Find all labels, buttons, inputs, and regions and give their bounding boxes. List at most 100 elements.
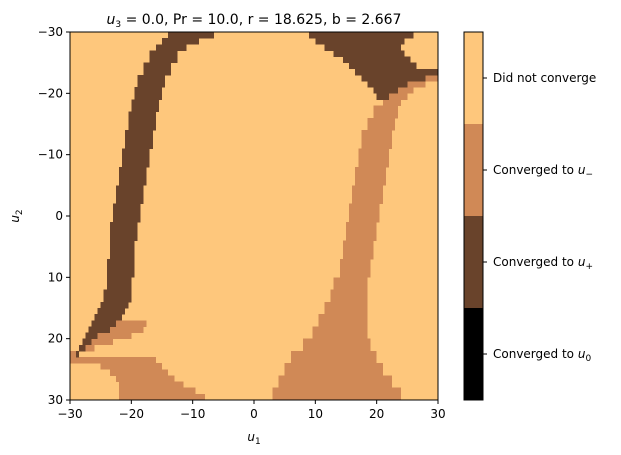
region-u-plus-band — [131, 99, 159, 113]
chart-title-rest: = 0.0, Pr = 10.0, r = 18.625, b = 2.667 — [121, 12, 401, 28]
colorbar-label-converged-u-minus: Converged to u− — [493, 163, 593, 180]
region-u-plus-band — [361, 74, 426, 82]
region-u-plus-band — [349, 62, 417, 70]
x-tick-label: 20 — [369, 407, 384, 421]
region-u-minus-band — [70, 350, 77, 358]
region-u-plus-band — [355, 68, 438, 76]
y-tick-label: 20 — [48, 332, 63, 346]
region-u-plus-band — [342, 56, 411, 64]
region-u-plus-band — [109, 222, 138, 241]
region-u-minus-band — [355, 166, 386, 186]
region-u-plus-band — [309, 32, 414, 39]
region-u-plus-band — [373, 87, 399, 94]
chart-title-lead-sub: 3 — [115, 20, 121, 30]
y-tick-label: −20 — [38, 86, 63, 100]
region-u-minus-band — [349, 203, 380, 223]
colorbar-swatch-converged-u-plus — [464, 216, 483, 309]
region-u-plus-band — [116, 185, 144, 205]
x-axis-label-base: u — [247, 430, 255, 444]
region-u-minus-band — [318, 314, 368, 327]
region-u-plus-band — [162, 38, 199, 45]
region-u-plus-band — [128, 111, 156, 131]
x-tick-label: 0 — [250, 407, 258, 421]
region-u-plus-band — [137, 74, 166, 88]
y-tick-label: 10 — [48, 270, 63, 284]
region-u-plus-band — [315, 38, 405, 45]
region-u-minus-band — [339, 258, 371, 278]
region-u-minus-band — [333, 277, 368, 290]
region-u-minus-band — [116, 320, 147, 327]
region-u-minus-band — [407, 81, 426, 88]
region-u-plus-band — [376, 93, 389, 100]
region-u-minus-band — [352, 185, 383, 205]
colorbar-label-did-not-converge: Did not converge — [493, 71, 596, 85]
chart-title: u3 = 0.0, Pr = 10.0, r = 18.625, b = 2.6… — [107, 12, 402, 30]
colorbar-label-converged-u-plus: Converged to u+ — [493, 255, 593, 272]
y-tick-label: 0 — [55, 209, 63, 223]
region-u-plus-band — [149, 50, 178, 64]
region-u-minus-band — [91, 338, 113, 346]
region-u-plus-band — [155, 44, 187, 51]
chart-title-lead: u — [107, 12, 116, 28]
region-u-plus-band — [91, 320, 116, 327]
x-axis-label: u1 — [247, 430, 260, 447]
x-tick-label: −20 — [119, 407, 144, 421]
region-u-plus-band — [79, 344, 86, 352]
y-axis-label-sub: 2 — [15, 209, 25, 215]
region-u-plus-band — [143, 62, 172, 76]
region-u-minus-band — [119, 393, 205, 401]
region-u-minus-band — [109, 369, 169, 376]
region-u-plus-band — [324, 44, 402, 51]
region-u-minus-band — [272, 387, 402, 401]
region-u-minus-band — [97, 332, 132, 340]
region-u-plus-band — [109, 240, 135, 260]
region-u-minus-band — [290, 350, 377, 364]
y-axis-label: u2 — [8, 209, 25, 222]
region-u-plus-band — [168, 32, 215, 39]
region-u-minus-band — [346, 222, 377, 241]
region-u-plus-band — [367, 81, 408, 88]
region-u-minus-band — [119, 387, 196, 395]
region-u-plus-band — [106, 258, 135, 278]
colorbar-frame — [463, 31, 484, 401]
region-u-plus-band — [97, 308, 126, 315]
colorbar-swatch-converged-u-minus — [464, 124, 483, 217]
region-u-plus-band — [76, 350, 80, 358]
region-u-plus-band — [106, 277, 132, 290]
region-u-minus-band — [342, 240, 374, 260]
region-u-minus-band — [116, 375, 175, 382]
region-u-minus-band — [388, 93, 408, 100]
x-tick-label: −10 — [180, 407, 205, 421]
region-u-plus-band — [103, 289, 132, 303]
heatmap-plot-area — [70, 32, 438, 401]
region-u-minus-band — [373, 105, 399, 119]
region-u-plus-band — [112, 203, 141, 223]
x-axis: −30 −20 −10 0 10 20 30 — [57, 400, 446, 421]
region-u-minus-band — [284, 363, 383, 376]
x-tick-label: 10 — [308, 407, 323, 421]
region-u-plus-band — [82, 338, 92, 346]
x-tick-label: −30 — [57, 407, 82, 421]
y-axis: −30 −20 −10 0 10 20 30 — [38, 25, 70, 407]
region-u-plus-band — [119, 166, 147, 186]
region-u-plus-band — [134, 87, 162, 100]
region-u-minus-band — [312, 326, 368, 340]
region-u-plus-band — [100, 301, 129, 309]
region-u-minus-band — [303, 338, 371, 352]
colorbar-swatch-converged-u0 — [464, 308, 483, 401]
y-tick-label: −30 — [38, 25, 63, 39]
region-u-minus-band — [109, 326, 144, 333]
region-u-minus-band — [85, 344, 95, 352]
region-u-minus-band — [358, 148, 389, 168]
colorbar-label-converged-u0: Converged to u0 — [493, 347, 591, 364]
region-u-plus-band — [88, 326, 110, 333]
y-axis-label-base: u — [8, 215, 22, 223]
region-u-minus-band — [382, 99, 402, 106]
colorbar-swatch-did-not-converge — [464, 32, 483, 125]
region-u-plus-band — [122, 148, 150, 168]
region-u-minus-band — [398, 87, 414, 94]
region-u-minus-band — [330, 289, 368, 303]
x-tick-label: 30 — [430, 407, 445, 421]
region-u-plus-band — [333, 50, 405, 57]
